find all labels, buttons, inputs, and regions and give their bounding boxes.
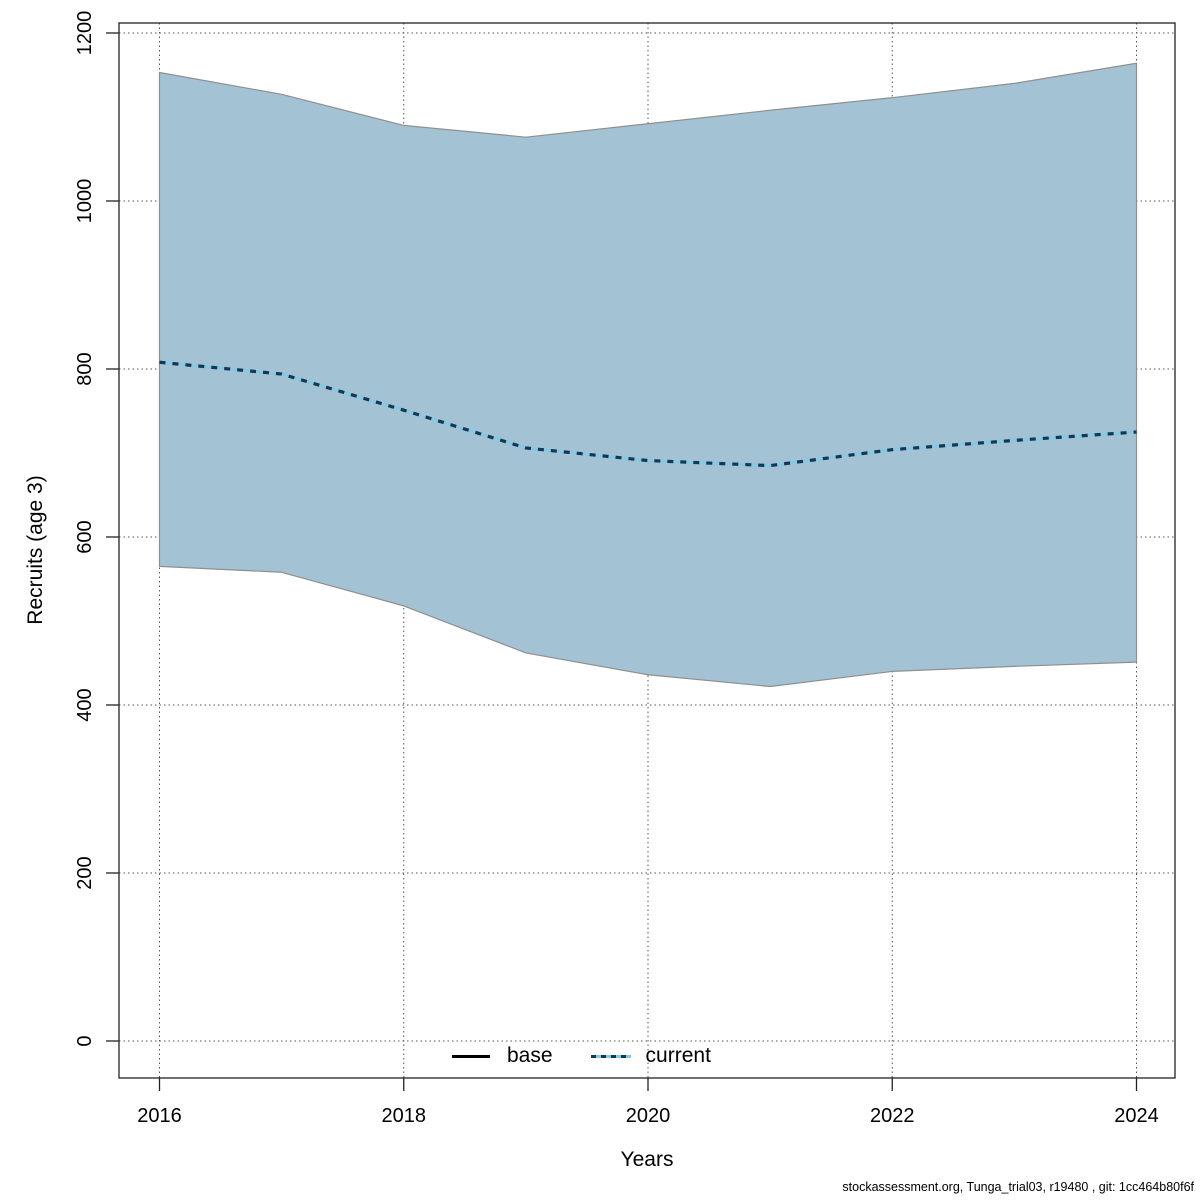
- y-tick-label: 1000: [74, 179, 96, 224]
- current-line-sample-icon: [590, 1054, 631, 1058]
- y-tick-label: 400: [74, 688, 96, 721]
- legend-label-current: current: [645, 1044, 711, 1067]
- x-tick-label: 2022: [870, 1105, 915, 1127]
- y-tick-label: 1200: [74, 11, 96, 56]
- legend-label-base: base: [507, 1044, 553, 1067]
- footer-citation: stockassessment.org, Tunga_trial03, r194…: [842, 1180, 1194, 1194]
- y-tick-label: 600: [74, 520, 96, 553]
- current-line-underlay: [159, 360, 1137, 468]
- y-tick-label: 800: [74, 352, 96, 385]
- plot-box: [118, 22, 1176, 1079]
- y-tick-label: 0: [74, 1035, 96, 1046]
- x-tick-label: 2016: [137, 1105, 182, 1127]
- x-tick-label: 2020: [626, 1105, 671, 1127]
- y-tick-label: 200: [74, 856, 96, 889]
- confidence-band: [158, 62, 1138, 688]
- x-axis-label: Years: [620, 1148, 674, 1171]
- x-tick-label: 2024: [1114, 1105, 1159, 1127]
- x-tick-label: 2018: [382, 1105, 427, 1127]
- y-axis-label: Recruits (age 3): [24, 475, 47, 625]
- chart-legend: base current: [452, 1042, 711, 1070]
- base-line-sample-icon: [452, 1054, 490, 1058]
